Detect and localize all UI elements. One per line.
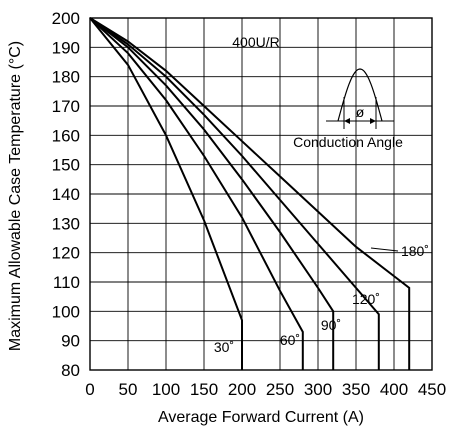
x-tick-label: 400 [380,380,408,399]
x-tick-label: 300 [304,380,332,399]
curve-label: 30˚ [214,339,234,355]
curve-label: 120˚ [352,291,380,307]
inset-arrowhead-right [370,118,376,124]
curve-label-leader [370,247,399,252]
y-tick-label: 120 [52,244,80,263]
x-tick-label: 450 [418,380,446,399]
curve-label: 60˚ [280,332,300,348]
x-tick-label: 0 [85,380,94,399]
y-tick-label: 180 [52,68,80,87]
y-tick-label: 140 [52,185,80,204]
x-tick-label: 100 [152,380,180,399]
y-tick-label: 170 [52,97,80,116]
y-axis-title: Maximum Allowable Case Temperature (°C) [7,41,24,351]
chart-title: 400U/R [232,34,279,50]
curve-0 [89,17,243,370]
y-tick-label: 150 [52,156,80,175]
x-tick-label: 350 [342,380,370,399]
curve-label: 90˚ [321,317,341,333]
x-tick-label: 50 [119,380,138,399]
curve-1 [89,17,304,370]
y-tick-label: 110 [53,273,80,292]
conduction-angle-label: Conduction Angle [293,134,403,150]
x-axis-title: Average Forward Current (A) [158,409,364,426]
y-tick-label: 200 [52,9,80,28]
x-tick-label: 150 [190,380,218,399]
y-tick-label: 100 [52,302,80,321]
x-tick-label: 200 [228,380,256,399]
curve-3 [89,17,380,370]
y-tick-label: 190 [52,38,80,57]
plot-frame [89,17,433,371]
y-tick-label: 90 [61,332,80,351]
x-tick-label: 250 [266,380,294,399]
y-tick-label: 160 [52,126,80,145]
curve-labels: 30˚ 60˚ 90˚ 120˚ 180˚ [214,243,429,355]
curve-4 [89,17,411,370]
curve-label: 180˚ [401,243,429,259]
curve-2 [89,17,335,370]
tick-labels: 0 50 100 150 200 250 300 350 400 450 80 90 100 110 120… [52,9,447,399]
conduction-angle-symbol: ø [356,104,365,120]
curves [89,17,411,370]
conduction-angle-inset: ø Conduction Angle [293,68,403,150]
grid [89,17,433,371]
y-tick-label: 80 [61,361,80,380]
y-tick-label: 130 [52,214,80,233]
inset-arrowhead-left [344,118,350,124]
half-sine-waveform [337,68,383,122]
